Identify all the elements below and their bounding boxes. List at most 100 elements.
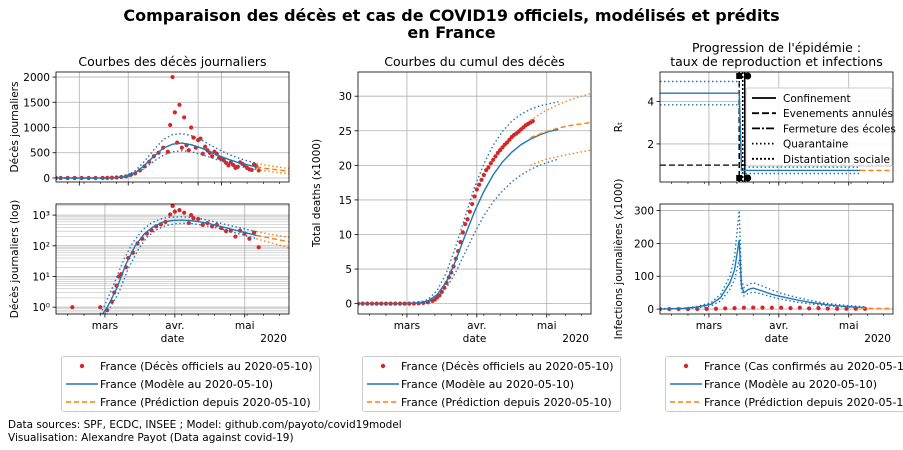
data-point: [505, 140, 510, 145]
y-tick-label: 1500: [23, 97, 50, 109]
policy-legend-label: Fermeture des écoles: [783, 123, 896, 135]
data-point: [486, 165, 491, 170]
series-line: [102, 219, 257, 314]
policy-legend-label: Quarantaine: [783, 139, 848, 151]
data-point: [751, 305, 756, 310]
data-point: [732, 305, 737, 311]
data-point: [165, 149, 170, 154]
y-tick-label: 10²: [32, 241, 50, 253]
series-group: [70, 204, 289, 314]
axes-frame: [357, 71, 592, 315]
axes-frame: [659, 71, 894, 183]
y-tick-label: 10³: [32, 210, 50, 222]
data-point: [172, 209, 177, 214]
data-point: [834, 306, 840, 311]
legend-label: France (Décès officiels au 2020-05-10): [401, 359, 614, 373]
data-point: [177, 102, 182, 107]
y-tick-label: 1000: [23, 123, 50, 135]
figure-title: en France: [407, 23, 495, 42]
data-point: [170, 74, 175, 80]
y-tick-label: 4: [647, 97, 654, 109]
x-tick-label: mars: [394, 320, 420, 332]
y-tick-label: 10: [339, 229, 352, 241]
axes-title: taux de reproduction et infections: [670, 54, 882, 69]
x-tick-label: mars: [92, 320, 118, 332]
legend-item-model: France (Modèle au 2020-05-10): [62, 375, 319, 393]
data-point: [500, 145, 505, 150]
y-tick-label: 200: [634, 238, 654, 250]
data-point: [498, 148, 503, 153]
data-point: [189, 213, 194, 218]
data-point: [196, 216, 201, 222]
legend-item-observed: France (Cas confirmés au 2020-05-10): [666, 357, 903, 375]
data-point: [825, 306, 830, 311]
y-tick-label: 300: [634, 206, 654, 218]
axes-frame: [659, 203, 894, 315]
x-tick-label: mai: [537, 320, 557, 332]
data-point: [203, 144, 208, 149]
policy-legend-label: Confinement: [783, 93, 851, 105]
series-group: [358, 92, 591, 306]
data-point: [172, 110, 177, 115]
policy-legend-box: [745, 87, 893, 167]
series-bound: [104, 222, 257, 314]
source-note: Data sources: SPF, ECDC, INSEE ; Model: …: [8, 419, 402, 444]
series-bound: [358, 158, 559, 305]
year-label: 2020: [562, 333, 589, 345]
y-axis-label: Décès journaliers (log): [9, 200, 21, 318]
series-prediction-bound: [530, 149, 591, 166]
axes-title: Courbes du cumul des décès: [384, 54, 565, 69]
legend-label: France (Décès officiels au 2020-05-10): [100, 359, 313, 373]
data-point: [816, 305, 821, 311]
data-point: [191, 135, 196, 140]
y-axis-label: Total deaths (x1000): [311, 139, 323, 248]
y-tick-label: 2: [647, 139, 654, 151]
source-line-1: Data sources: SPF, ECDC, INSEE ; Model: …: [8, 419, 402, 431]
chart-reproduction-rate: [656, 71, 894, 186]
legend-infections: France (Cas confirmés au 2020-05-10) Fra…: [665, 356, 903, 412]
series-bound: [660, 210, 866, 310]
data-point: [460, 230, 465, 235]
legend-label: France (Prédiction depuis 2020-05-10): [401, 395, 612, 409]
data-point: [226, 163, 231, 168]
data-point: [465, 217, 470, 222]
policy-marker-square: [736, 73, 743, 79]
series-prediction: [256, 234, 289, 243]
data-point: [807, 306, 812, 311]
data-point: [235, 164, 240, 169]
y-tick-label: 25: [339, 126, 352, 138]
data-point: [493, 154, 498, 159]
series-bound: [358, 101, 559, 305]
y-axis-label: Rₜ: [613, 122, 625, 132]
y-tick-label: 2000: [23, 72, 50, 84]
data-point: [170, 204, 175, 208]
data-point: [723, 306, 728, 311]
series-prediction: [256, 166, 289, 172]
data-point: [797, 305, 802, 310]
data-point: [210, 154, 215, 159]
chart-daily-deaths: [52, 71, 290, 186]
year-label: 2020: [864, 333, 891, 345]
y-tick-label: 20: [339, 160, 352, 172]
axes-title: Courbes des décès journaliers: [78, 54, 266, 69]
data-point: [256, 245, 261, 250]
series-group: [660, 210, 893, 312]
data-point: [474, 187, 479, 192]
data-point: [491, 157, 496, 162]
x-axis-label: date: [463, 333, 487, 345]
y-tick-label: 10¹: [32, 271, 50, 283]
x-tick-label: mai: [839, 320, 859, 332]
y-tick-label: 100: [634, 271, 654, 283]
data-point: [182, 115, 187, 120]
y-tick-label: 15: [339, 195, 352, 207]
data-point: [477, 182, 482, 187]
data-point: [704, 306, 709, 312]
data-point: [779, 305, 784, 310]
y-tick-label: 500: [30, 148, 50, 160]
policy-marker-circle: [744, 72, 752, 80]
data-point: [467, 209, 472, 214]
policy-marker-circle: [744, 174, 752, 182]
y-tick-label: 10⁰: [32, 302, 50, 314]
figure-title: Comparaison des décès et cas de COVID19 …: [123, 6, 779, 25]
legend-label: France (Modèle au 2020-05-10): [704, 377, 878, 391]
